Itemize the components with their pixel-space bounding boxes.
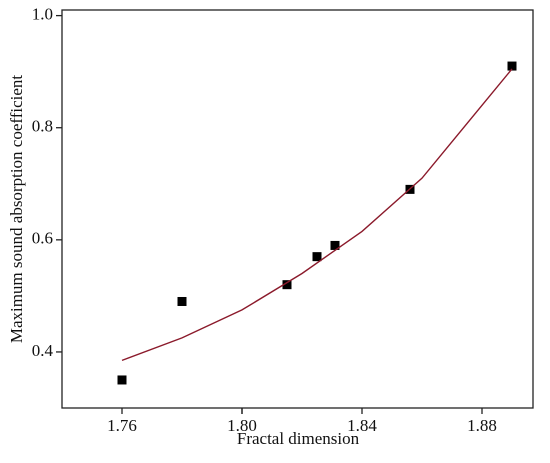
y-tick-label: 1.0 [32, 5, 53, 24]
data-point [282, 280, 292, 290]
y-tick-label: 0.8 [32, 117, 53, 136]
data-point [330, 240, 340, 250]
data-point [177, 296, 187, 306]
y-axis-label: Maximum sound absorption coefficient [7, 75, 26, 344]
x-axis-label: Fractal dimension [237, 429, 360, 448]
data-point [312, 252, 322, 262]
data-point [117, 375, 127, 385]
x-tick-label: 1.88 [467, 416, 497, 435]
x-tick-label: 1.84 [347, 416, 377, 435]
fit-curve [121, 68, 513, 362]
x-tick-label: 1.80 [227, 416, 257, 435]
y-tick-label: 0.4 [32, 341, 54, 360]
plot-frame [61, 9, 534, 409]
y-tick-label: 0.6 [32, 229, 53, 248]
x-tick-label: 1.76 [107, 416, 137, 435]
data-point [507, 61, 517, 71]
